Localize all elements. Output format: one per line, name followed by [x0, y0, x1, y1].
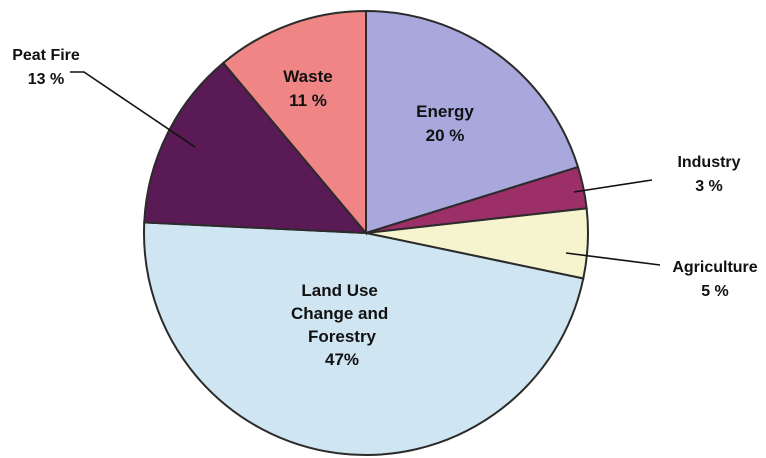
slice-value-waste: 11 % [289, 91, 327, 110]
slice-label-peat-fire: Peat Fire [12, 47, 80, 64]
slice-value-energy: 20 % [426, 126, 465, 145]
pie-slices [144, 11, 588, 455]
leader-line-industry [574, 180, 652, 192]
slice-label-industry: Industry [677, 154, 740, 171]
slice-label-agriculture: Agriculture [672, 259, 757, 276]
slice-label-waste: Waste [283, 67, 332, 86]
slice-label-energy: Energy [416, 102, 474, 121]
slice-value-peat-fire: 13 % [28, 71, 64, 88]
slice-value-land-use: 47% [325, 350, 359, 369]
slice-value-agriculture: 5 % [701, 283, 729, 300]
slice-value-industry: 3 % [695, 178, 723, 195]
